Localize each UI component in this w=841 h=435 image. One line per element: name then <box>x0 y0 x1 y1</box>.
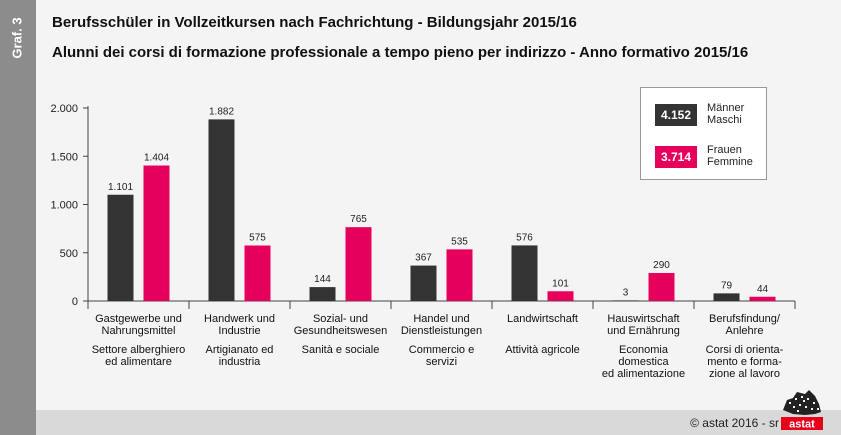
bar-male-3 <box>410 265 437 301</box>
y-tick-label: 2.000 <box>50 103 78 115</box>
legend-item-female: 3.714 Frauen Femmine <box>655 142 765 172</box>
category-label-it-3: Commercio e servizi <box>408 344 475 368</box>
bar-male-0 <box>107 194 134 301</box>
category-label-it-2: Sanità e sociale <box>301 344 380 356</box>
bar-label-male-5: 3 <box>623 287 629 298</box>
bar-female-5 <box>648 273 675 301</box>
bar-female-0 <box>143 165 170 301</box>
bar-label-male-6: 79 <box>721 280 733 291</box>
bar-male-5 <box>612 300 639 301</box>
bar-female-4 <box>547 291 574 301</box>
bar-label-male-4: 576 <box>516 232 533 243</box>
category-label-de-2: Sozial- und Gesundheitswesen <box>293 313 388 337</box>
bar-label-female-0: 1.404 <box>144 153 169 164</box>
bar-chart: 0 500 1.000 1.500 2.000 1.101 1.882 144 367 576 3… <box>50 103 796 309</box>
bar-label-male-2: 144 <box>314 274 331 285</box>
bar-male-6 <box>713 293 740 301</box>
legend-swatch-male: 4.152 <box>655 104 697 126</box>
copyright-text: © astat 2016 - sr <box>690 416 779 430</box>
svg-text:astat: astat <box>789 419 815 431</box>
category-label-de-5: Hauswirtschaft und Ernährung <box>607 313 680 337</box>
category-label-it-6: Corsi di orienta-mento e forma-zione al … <box>705 344 784 380</box>
bar-labels-group: 1.101 1.882 144 367 576 3 79 1.404 575 765 535 101 2… <box>108 106 769 298</box>
bar-label-male-3: 367 <box>415 253 432 264</box>
bar-label-female-5: 290 <box>653 260 670 271</box>
chart-title-german: Berufsschüler in Vollzeitkursen nach Fac… <box>52 14 577 31</box>
bar-male-4 <box>511 245 538 301</box>
x-axis <box>87 300 796 309</box>
chart-title-italian: Alunni dei corsi di formazione professio… <box>52 44 749 61</box>
bar-label-male-0: 1.101 <box>108 182 133 193</box>
y-tick-label: 1.500 <box>50 151 78 163</box>
legend-swatch-female: 3.714 <box>655 146 697 168</box>
bar-male-1 <box>208 119 235 302</box>
category-label-it-1: Artigianato ed industria <box>205 344 274 368</box>
bar-label-male-1: 1.882 <box>209 106 234 117</box>
y-tick-label: 0 <box>72 296 78 308</box>
legend-label-female-it: Femmine <box>707 156 753 168</box>
legend-label-female-de: Frauen <box>707 144 742 156</box>
legend: 4.152 Männer Maschi 3.714 Frauen Femmine <box>640 87 767 180</box>
bar-male-2 <box>309 287 336 301</box>
astat-logo: astat <box>781 390 823 431</box>
bar-female-3 <box>446 249 473 301</box>
category-label-de-3: Handel und Dienstleistungen <box>400 313 483 337</box>
bar-label-female-6: 44 <box>757 284 769 295</box>
legend-label-female: Frauen Femmine <box>707 144 753 168</box>
bar-label-female-1: 575 <box>249 233 266 244</box>
side-strip: Graf. 3 <box>0 0 36 435</box>
category-label-de-4: Landwirtschaft <box>507 313 578 325</box>
legend-label-male-de: Männer <box>707 102 745 114</box>
category-label-de-1: Handwerk und Industrie <box>204 313 275 337</box>
bar-label-female-2: 765 <box>350 214 367 225</box>
bar-female-6 <box>749 296 776 301</box>
y-tick-label: 1.000 <box>50 200 78 212</box>
bar-female-1 <box>244 245 271 301</box>
legend-label-male-it: Maschi <box>707 114 742 126</box>
legend-item-male: 4.152 Männer Maschi <box>655 100 765 130</box>
category-label-it-4: Attività agricole <box>505 344 580 356</box>
bar-label-female-3: 535 <box>451 236 468 247</box>
bars-group <box>107 119 776 302</box>
footer-bar: © astat 2016 - sr <box>36 410 841 435</box>
bar-female-2 <box>345 227 372 301</box>
category-label-de-0: Gastgewerbe und Nahrungsmittel <box>95 313 182 337</box>
category-label-it-0: Settore alberghiero ed alimentare <box>91 344 186 368</box>
category-label-it-5: Economia domestica ed alimentazione <box>601 344 686 380</box>
bar-label-female-4: 101 <box>552 278 569 289</box>
y-axis: 0 500 1.000 1.500 2.000 <box>50 103 89 308</box>
legend-label-male: Männer Maschi <box>707 102 744 126</box>
y-tick-label: 500 <box>60 248 78 260</box>
category-label-de-6: Berufsfindung/Anlehre <box>709 313 780 337</box>
